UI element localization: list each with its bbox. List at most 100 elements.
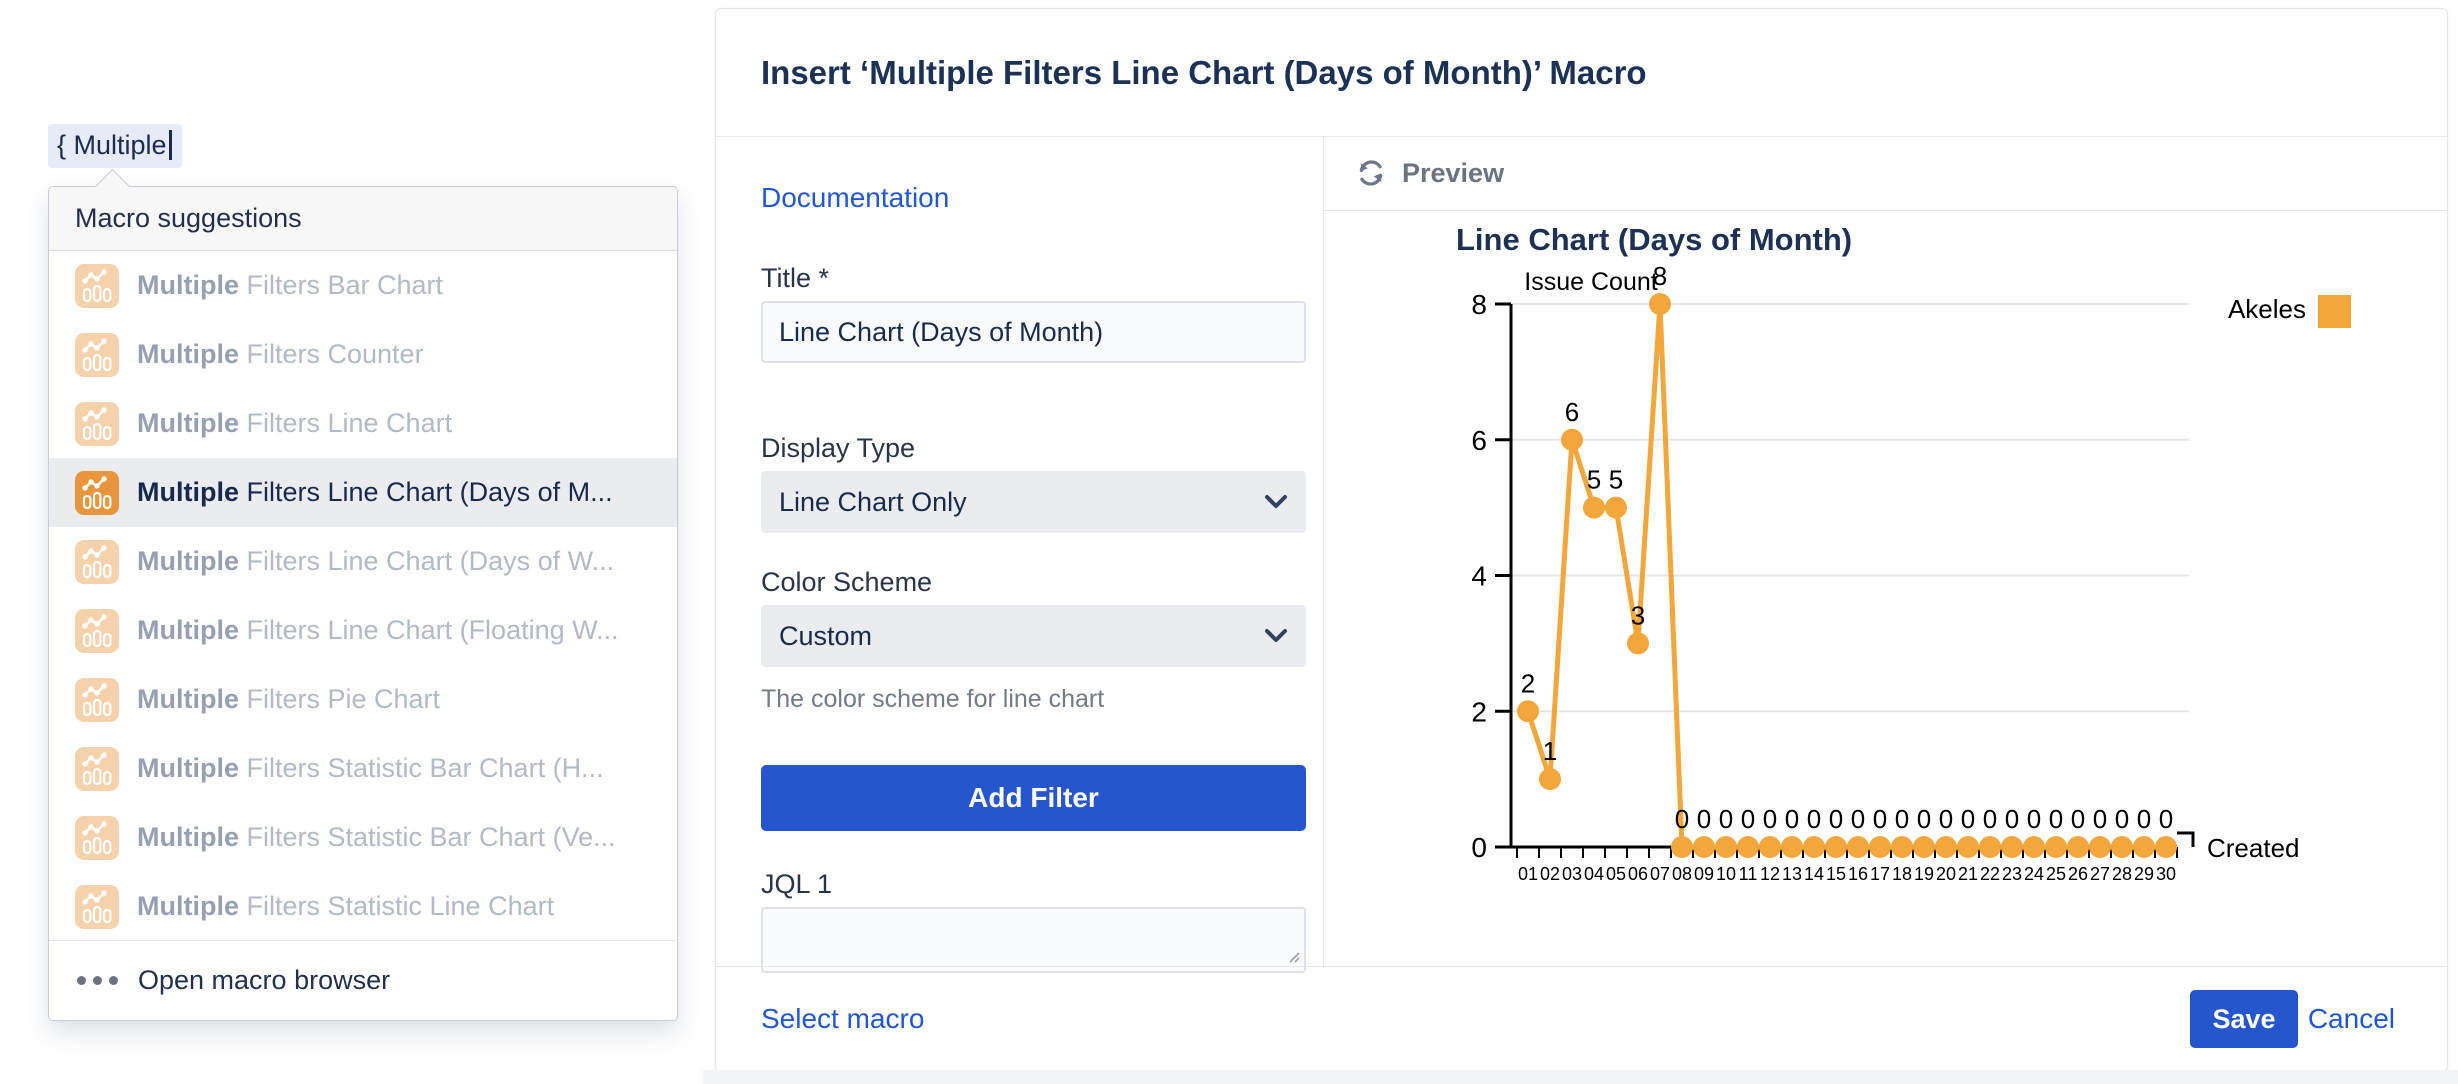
dialog-title: Insert ‘Multiple Filters Line Chart (Day…	[761, 53, 1647, 91]
macro-suggestion-label: Multiple Filters Line Chart (Days of W..…	[137, 546, 615, 576]
svg-text:13: 13	[1782, 864, 1802, 884]
macro-suggestion-item[interactable]: Multiple Filters Line Chart (Days of M..…	[49, 458, 677, 527]
macro-suggestion-item[interactable]: Multiple Filters Statistic Bar Chart (Ve…	[49, 803, 677, 872]
svg-text:11: 11	[1739, 864, 1758, 884]
svg-text:0: 0	[1983, 804, 1997, 834]
combo-chart-icon	[75, 677, 119, 722]
add-filter-button[interactable]: Add Filter	[761, 765, 1306, 831]
macro-suggestion-label: Multiple Filters Line Chart (Days of M..…	[137, 477, 613, 507]
svg-text:19: 19	[1914, 864, 1934, 884]
macro-suggestion-item[interactable]: Multiple Filters Statistic Line Chart	[49, 872, 677, 941]
svg-text:0: 0	[2027, 804, 2041, 834]
preview-body: Line Chart (Days of Month) 0 2 4 6 8 01 02 03 04…	[1324, 211, 2447, 967]
svg-text:08: 08	[1672, 864, 1692, 884]
display-type-label: Display Type	[761, 433, 916, 463]
svg-text:28: 28	[2112, 864, 2132, 884]
jql1-label: JQL 1	[761, 869, 833, 899]
macro-suggestion-label: Multiple Filters Statistic Line Chart	[137, 891, 555, 921]
combo-chart-icon	[75, 815, 119, 860]
select-macro-link[interactable]: Select macro	[761, 1003, 925, 1034]
macro-suggestion-item[interactable]: Multiple Filters Line Chart (Days of W..…	[49, 527, 677, 596]
svg-text:03: 03	[1562, 864, 1582, 884]
svg-text:2: 2	[1471, 696, 1487, 727]
page-background-strip	[703, 1070, 2458, 1084]
svg-text:18: 18	[1892, 864, 1912, 884]
svg-text:27: 27	[2090, 864, 2110, 884]
svg-text:01: 01	[1518, 864, 1538, 884]
cancel-link[interactable]: Cancel	[2307, 1003, 2395, 1034]
svg-text:2: 2	[1521, 668, 1535, 698]
svg-text:6: 6	[1565, 397, 1579, 427]
combo-chart-icon	[75, 332, 119, 377]
combo-chart-icon	[75, 746, 119, 791]
macro-suggestion-item[interactable]: Multiple Filters Line Chart (Floating W.…	[49, 596, 677, 665]
svg-text:0: 0	[1763, 804, 1777, 834]
svg-text:Created: Created	[2207, 833, 2300, 863]
combo-chart-icon	[75, 884, 119, 929]
jql1-textarea[interactable]	[761, 907, 1306, 973]
svg-text:30: 30	[2156, 864, 2176, 884]
macro-suggestion-item[interactable]: Multiple Filters Pie Chart	[49, 665, 677, 734]
svg-text:0: 0	[2049, 804, 2063, 834]
svg-text:07: 07	[1650, 864, 1670, 884]
save-button[interactable]: Save	[2190, 990, 2298, 1048]
title-field-input[interactable]	[761, 301, 1306, 363]
svg-text:0: 0	[1961, 804, 1975, 834]
svg-text:26: 26	[2068, 864, 2088, 884]
macro-suggestion-label: Multiple Filters Pie Chart	[137, 684, 441, 714]
svg-text:23: 23	[2002, 864, 2022, 884]
svg-text:Akeles: Akeles	[2228, 294, 2306, 324]
svg-text:14: 14	[1804, 864, 1824, 884]
macro-token-text: { Multiple	[57, 130, 167, 160]
svg-text:06: 06	[1628, 864, 1648, 884]
svg-text:0: 0	[2115, 804, 2129, 834]
combo-chart-icon	[75, 401, 119, 446]
svg-text:05: 05	[1606, 864, 1626, 884]
svg-text:0: 0	[1917, 804, 1931, 834]
svg-text:0: 0	[1675, 804, 1689, 834]
svg-text:0: 0	[2137, 804, 2151, 834]
dialog-header: Insert ‘Multiple Filters Line Chart (Day…	[716, 9, 2447, 137]
svg-text:0: 0	[2071, 804, 2085, 834]
svg-text:0: 0	[1785, 804, 1799, 834]
chevron-down-icon	[1265, 629, 1287, 642]
color-scheme-label: Color Scheme	[761, 567, 933, 597]
documentation-link[interactable]: Documentation	[761, 182, 950, 213]
dialog-footer: Select macro Save Cancel	[716, 966, 2447, 1071]
macro-autocomplete-token[interactable]: { Multiple	[48, 124, 182, 168]
svg-text:20: 20	[1936, 864, 1956, 884]
macro-suggestion-item[interactable]: Multiple Filters Bar Chart	[49, 251, 677, 320]
title-field-label: Title *	[761, 263, 830, 293]
chart-title: Line Chart (Days of Month)	[1456, 222, 1853, 257]
insert-macro-dialog: Insert ‘Multiple Filters Line Chart (Day…	[715, 8, 2448, 1072]
svg-text:Issue Count: Issue Count	[1524, 268, 1657, 296]
combo-chart-icon	[75, 608, 119, 653]
svg-text:02: 02	[1540, 864, 1560, 884]
macro-suggestion-label: Multiple Filters Bar Chart	[137, 270, 444, 300]
chevron-down-icon	[1265, 495, 1287, 508]
color-scheme-select[interactable]: Custom	[761, 605, 1306, 667]
open-macro-browser[interactable]: Open macro browser	[49, 940, 677, 1020]
svg-text:0: 0	[1895, 804, 1909, 834]
svg-text:8: 8	[1653, 264, 1667, 291]
svg-text:17: 17	[1870, 864, 1890, 884]
macro-suggestion-item[interactable]: Multiple Filters Line Chart	[49, 389, 677, 458]
svg-text:0: 0	[1873, 804, 1887, 834]
svg-text:0: 0	[1697, 804, 1711, 834]
macro-parameters-panel: Documentation Title * Display Type Line …	[716, 136, 1324, 973]
macro-suggestion-label: Multiple Filters Counter	[137, 339, 424, 369]
svg-text:4: 4	[1471, 561, 1487, 592]
macro-suggestion-item[interactable]: Multiple Filters Counter	[49, 320, 677, 389]
suggestions-header: Macro suggestions	[49, 187, 677, 251]
svg-text:09: 09	[1694, 864, 1714, 884]
refresh-icon[interactable]	[1354, 156, 1388, 190]
macro-suggestion-label: Multiple Filters Line Chart	[137, 408, 453, 438]
svg-text:29: 29	[2134, 864, 2154, 884]
open-macro-browser-label: Open macro browser	[138, 965, 391, 995]
display-type-select[interactable]: Line Chart Only	[761, 471, 1306, 533]
color-scheme-value: Custom	[779, 620, 873, 651]
macro-suggestion-item[interactable]: Multiple Filters Statistic Bar Chart (H.…	[49, 734, 677, 803]
